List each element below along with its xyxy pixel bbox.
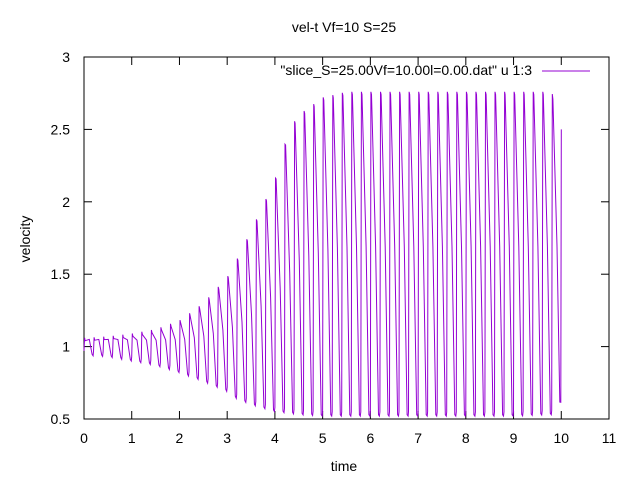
- x-tick-label: 3: [223, 430, 231, 446]
- x-tick-label: 5: [319, 430, 327, 446]
- series-line: [83, 91, 562, 418]
- x-tick-label: 0: [80, 430, 88, 446]
- x-tick-label: 1: [128, 430, 136, 446]
- y-tick-label: 3: [62, 49, 70, 65]
- y-tick-label: 0.5: [51, 411, 71, 427]
- y-tick-label: 2: [62, 194, 70, 210]
- x-tick-label: 7: [414, 430, 422, 446]
- x-tick-label: 11: [602, 430, 617, 446]
- x-tick-label: 9: [510, 430, 518, 446]
- x-tick-label: 8: [462, 430, 470, 446]
- legend: "slice_S=25.00Vf=10.00l=0.00.dat" u 1:3: [280, 62, 590, 78]
- y-tick-label: 1: [62, 339, 70, 355]
- x-tick-label: 6: [366, 430, 374, 446]
- y-tick-label: 1.5: [51, 266, 71, 282]
- x-axis-label: time: [331, 458, 358, 474]
- x-tick-label: 4: [271, 430, 279, 446]
- x-tick-label: 2: [176, 430, 184, 446]
- y-tick-label: 2.5: [51, 121, 71, 137]
- y-axis-label: velocity: [17, 216, 33, 263]
- plot-frame: [83, 56, 610, 420]
- chart-title: vel-t Vf=10 S=25: [292, 19, 397, 35]
- x-tick-label: 10: [553, 430, 569, 446]
- legend-label: "slice_S=25.00Vf=10.00l=0.00.dat" u 1:3: [280, 62, 532, 78]
- series-layer: [83, 91, 562, 418]
